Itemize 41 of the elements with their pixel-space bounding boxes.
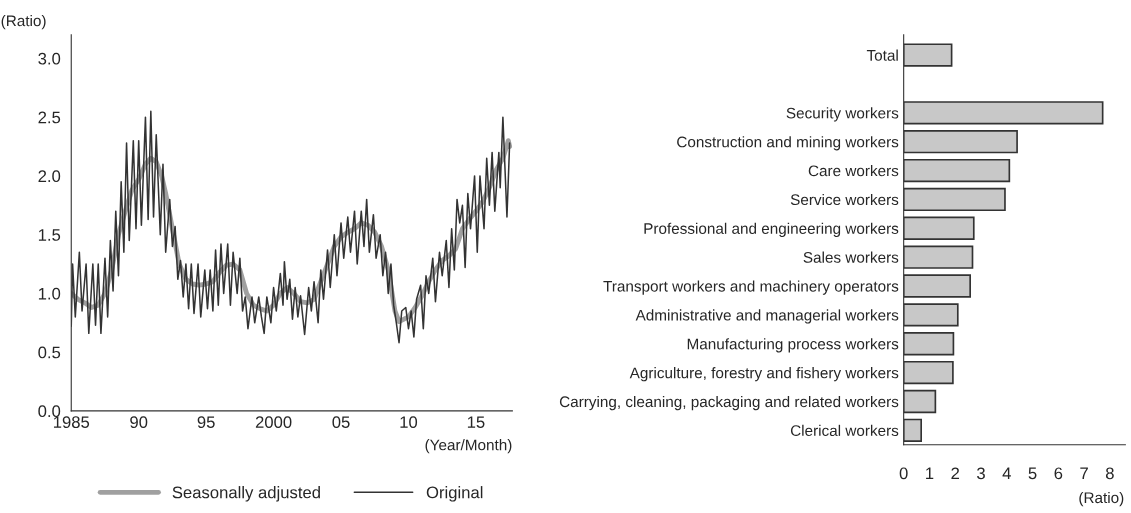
x-tick-label: 1985 — [53, 416, 90, 429]
x-tick-label: 7 — [1080, 467, 1088, 480]
legend-label: Seasonally adjusted — [172, 486, 320, 502]
x-tick-label: 95 — [197, 416, 215, 429]
y-tick-label: Carrying, cleaning, packaging and related workers — [559, 395, 899, 411]
x-tick-label: 1 — [926, 467, 934, 480]
x-tick-label: 10 — [400, 416, 418, 429]
y-tick-label: Total — [866, 49, 898, 61]
y-tick-label: Professional and engineering workers — [644, 222, 899, 237]
x-axis-title: (Ratio) — [1079, 491, 1124, 507]
y-tick-label: 0.5 — [38, 346, 61, 359]
x-tick-label: 4 — [1002, 467, 1011, 480]
x-tick-label: 5 — [1028, 467, 1037, 480]
x-tick-label: 6 — [1054, 467, 1063, 480]
y-tick-label: Agriculture, forestry and fishery workers — [629, 367, 899, 382]
y-axis-title: (Ratio) — [1, 15, 46, 30]
x-axis-title: (Year/Month) — [425, 439, 512, 454]
x-tick-label: 90 — [130, 416, 148, 429]
y-tick-label: Service workers — [790, 193, 899, 206]
y-tick-label: Construction and mining workers — [677, 136, 899, 151]
y-tick-label: Manufacturing process workers — [687, 338, 899, 353]
x-tick-label: 8 — [1105, 467, 1114, 480]
x-tick-label: 3 — [977, 467, 985, 480]
x-tick-label: 05 — [332, 416, 350, 429]
y-tick-label: 0.0 — [38, 405, 61, 418]
y-tick-label: Care workers — [808, 165, 899, 177]
x-tick-label: 2 — [951, 467, 960, 480]
y-tick-label: Sales workers — [803, 251, 899, 263]
y-tick-label: Transport workers and machinery operators — [603, 280, 899, 295]
y-tick-label: 3.0 — [38, 52, 61, 65]
y-tick-label: Administrative and managerial workers — [635, 309, 899, 324]
y-tick-label: Clerical workers — [790, 424, 899, 437]
y-tick-label: 1.5 — [38, 229, 61, 241]
x-tick-label: 15 — [467, 416, 485, 429]
y-tick-label: Security workers — [786, 107, 899, 122]
y-tick-label: 2.5 — [38, 111, 61, 124]
y-tick-label: 1.0 — [38, 287, 61, 300]
y-tick-label: 2.0 — [38, 170, 61, 183]
legend-label: Original — [426, 486, 483, 502]
x-tick-label: 2000 — [255, 416, 292, 429]
x-tick-label: 0 — [899, 467, 908, 480]
